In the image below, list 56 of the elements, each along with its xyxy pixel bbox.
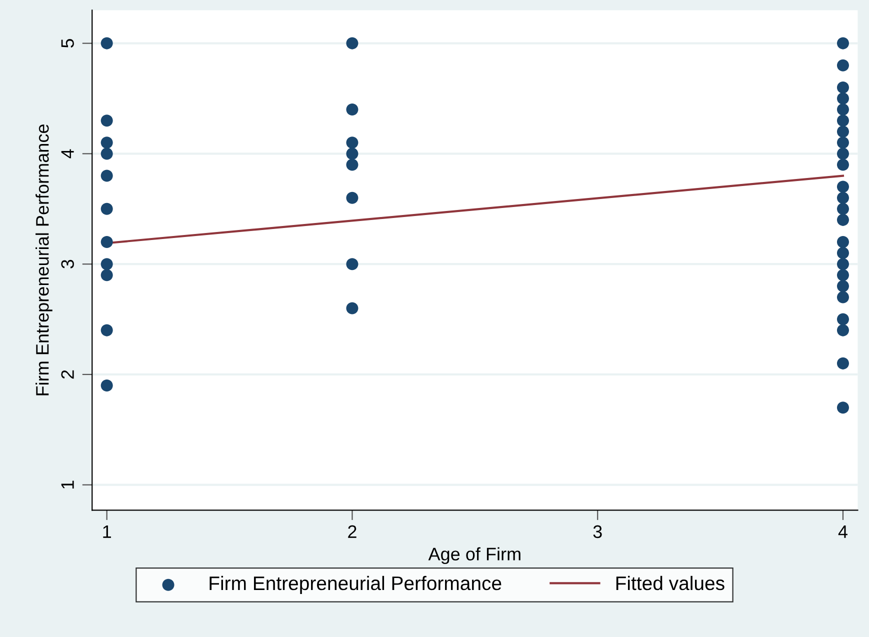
point bbox=[836, 158, 849, 171]
point bbox=[836, 92, 849, 105]
point bbox=[836, 269, 849, 282]
point bbox=[836, 247, 849, 260]
y-tick-label: 4 bbox=[61, 149, 74, 158]
point bbox=[836, 59, 849, 72]
point bbox=[836, 324, 849, 336]
point bbox=[100, 324, 113, 336]
point bbox=[836, 214, 849, 226]
point bbox=[836, 192, 849, 204]
point bbox=[836, 136, 849, 149]
point bbox=[836, 180, 849, 193]
point bbox=[100, 269, 113, 282]
y-tick-label: 3 bbox=[61, 260, 74, 268]
point bbox=[836, 104, 849, 116]
point bbox=[836, 236, 849, 248]
point bbox=[100, 170, 113, 182]
point bbox=[346, 158, 358, 171]
point bbox=[346, 258, 358, 270]
point bbox=[100, 236, 113, 248]
x-tick-label: 4 bbox=[838, 525, 848, 538]
y-tick-label: 2 bbox=[61, 370, 74, 379]
point bbox=[346, 148, 358, 160]
point bbox=[836, 148, 849, 160]
point bbox=[836, 114, 849, 127]
point bbox=[346, 136, 358, 149]
point bbox=[836, 313, 849, 326]
point bbox=[100, 114, 113, 127]
point bbox=[836, 357, 849, 370]
legend-label: Fitted values bbox=[616, 576, 724, 590]
x-tick-label: 2 bbox=[348, 525, 356, 538]
y-tick-label: 1 bbox=[61, 480, 74, 488]
point bbox=[836, 291, 849, 304]
point bbox=[346, 302, 358, 314]
x-tick-label: 3 bbox=[593, 525, 602, 538]
x-tick-label: 1 bbox=[103, 525, 111, 538]
x-axis-title: Age of Firm bbox=[428, 547, 520, 564]
y-tick-label: 5 bbox=[61, 39, 74, 48]
point bbox=[100, 37, 113, 50]
y-axis-title: Firm Entrepreneurial Performance bbox=[36, 124, 52, 396]
point bbox=[100, 148, 113, 160]
point bbox=[836, 280, 849, 292]
point bbox=[346, 192, 358, 204]
point bbox=[836, 202, 849, 215]
point bbox=[100, 136, 113, 149]
point bbox=[346, 104, 358, 116]
point bbox=[836, 126, 849, 138]
point bbox=[836, 37, 849, 50]
legend-label: Firm Entrepreneurial Performance bbox=[210, 576, 502, 594]
point bbox=[836, 258, 849, 270]
point bbox=[346, 37, 358, 50]
point bbox=[100, 258, 113, 270]
point bbox=[100, 379, 113, 392]
point bbox=[100, 202, 113, 215]
point bbox=[836, 402, 849, 414]
point bbox=[836, 81, 849, 94]
